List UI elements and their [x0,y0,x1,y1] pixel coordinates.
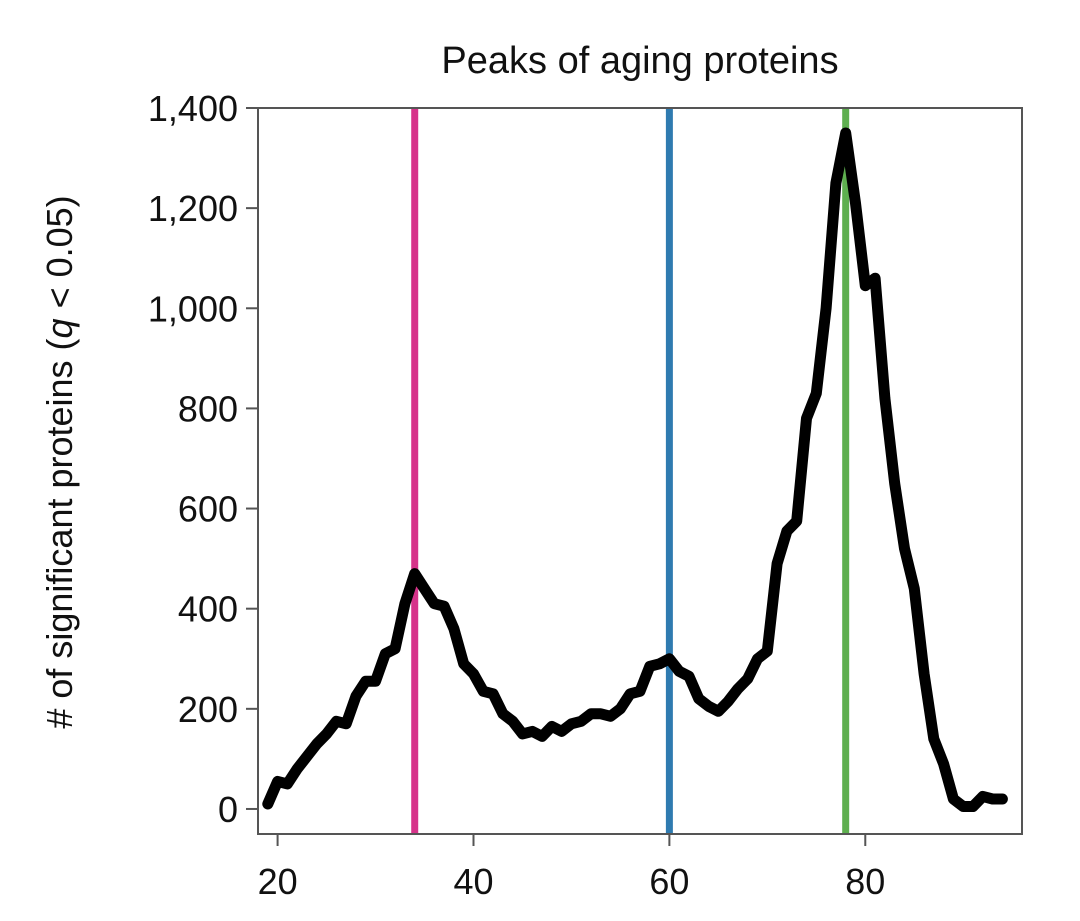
x-tick-label: 80 [845,861,885,902]
series-group [262,127,1008,812]
y-tick-label: 1,000 [148,288,238,329]
y-axis: 0 200 400 600 800 1,000 1,200 1,400 [148,88,258,830]
y-tick-label: 0 [218,789,238,830]
y-tick-label: 200 [178,689,238,730]
y-tick-label: 1,200 [148,188,238,229]
y-tick-label: 800 [178,388,238,429]
y-axis-label: # of significant proteins (q < 0.05) [39,195,80,728]
chart-title: Peaks of aging proteins [441,40,838,82]
plot-frame [257,107,1023,835]
y-tick-label: 600 [178,489,238,530]
x-tick-label: 40 [453,861,493,902]
x-axis: 20 40 60 80 [258,834,885,902]
y-axis-label-variable: q [39,318,80,338]
y-axis-label-prefix: # of significant proteins ( [39,338,80,728]
y-axis-label-suffix: < 0.05) [39,195,80,318]
x-tick-label: 20 [258,861,298,902]
reference-lines [411,108,850,834]
series-line [262,127,1008,812]
y-tick-label: 1,400 [148,88,238,129]
x-tick-label: 60 [649,861,689,902]
y-tick-label: 400 [178,589,238,630]
